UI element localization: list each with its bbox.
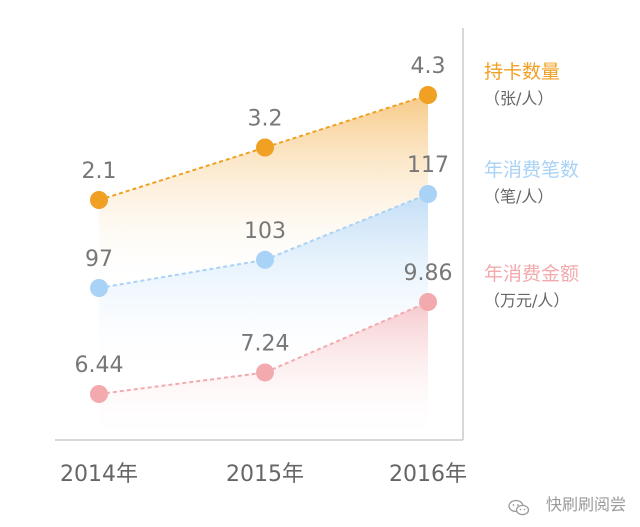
value-label: 6.44 xyxy=(75,353,124,378)
data-point xyxy=(419,86,437,104)
value-label: 2.1 xyxy=(82,159,117,184)
value-label: 4.3 xyxy=(411,54,446,79)
watermark-text: 快刷刷阅尝 xyxy=(545,495,626,514)
data-point xyxy=(419,185,437,203)
data-point xyxy=(419,293,437,311)
data-point xyxy=(90,191,108,209)
area-fills xyxy=(99,95,428,440)
value-label: 7.24 xyxy=(241,331,290,356)
data-point xyxy=(256,250,274,269)
data-point xyxy=(90,279,108,297)
legend-series-name: 年消费金额 xyxy=(484,263,579,285)
legend-series-name: 持卡数量 xyxy=(484,61,560,83)
legend-series-name: 年消费笔数 xyxy=(484,159,579,181)
wechat-icon xyxy=(508,499,530,516)
data-points xyxy=(90,86,437,403)
legend: 持卡数量 （张/人） 年消费笔数 （笔/人） 年消费金额 （万元/人） xyxy=(484,61,579,310)
legend-series-unit: （张/人） xyxy=(484,89,553,108)
value-labels: 2.1 3.2 4.3 97 103 117 6.44 7.24 9.86 xyxy=(75,54,453,378)
value-label: 103 xyxy=(244,219,286,244)
x-tick-label: 2014年 xyxy=(60,462,138,487)
legend-series-unit: （万元/人） xyxy=(484,291,569,310)
x-tick-label: 2016年 xyxy=(389,462,467,487)
value-label: 3.2 xyxy=(248,107,283,132)
data-point xyxy=(90,385,108,403)
series-line xyxy=(98,94,429,201)
x-tick-label: 2015年 xyxy=(226,462,304,487)
data-point xyxy=(256,363,274,382)
data-point xyxy=(256,138,274,157)
value-label: 9.86 xyxy=(404,261,453,286)
value-label: 117 xyxy=(407,153,449,178)
x-tick-labels: 2014年 2015年 2016年 xyxy=(60,462,467,487)
area-fill xyxy=(99,302,428,440)
legend-series-unit: （笔/人） xyxy=(484,187,553,206)
area-fill xyxy=(99,194,428,378)
value-label: 97 xyxy=(85,247,113,272)
